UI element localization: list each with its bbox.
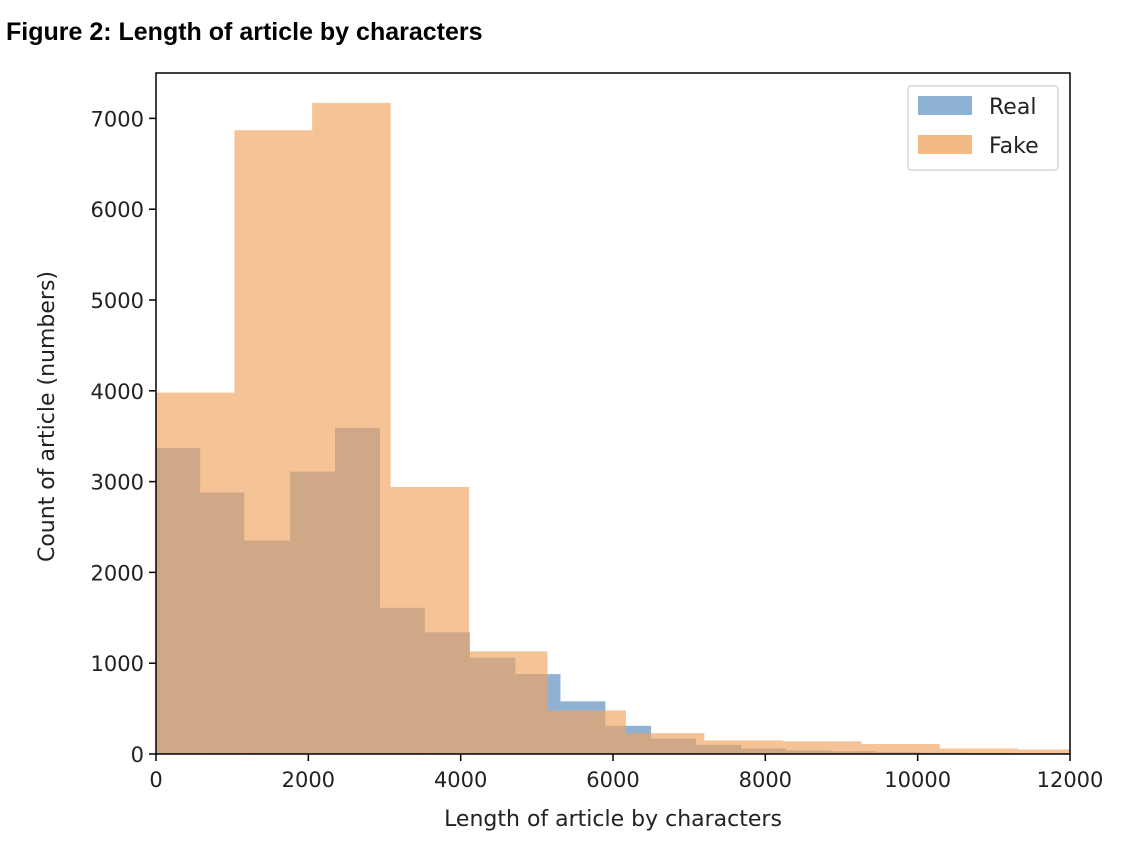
legend-swatch-fake xyxy=(918,135,972,154)
x-tick-label-4: 8000 xyxy=(739,768,792,792)
y-tick-label-7: 7000 xyxy=(91,107,144,131)
bar-fake-8 xyxy=(782,741,862,754)
y-tick-label-5: 5000 xyxy=(91,289,144,313)
x-tick-label-2: 4000 xyxy=(434,768,487,792)
y-tick-label-0: 0 xyxy=(131,743,144,767)
series-fake-bars xyxy=(156,102,1070,755)
legend: Real Fake xyxy=(907,85,1059,171)
bar-fake-4 xyxy=(469,651,548,754)
bar-fake-7 xyxy=(704,740,783,754)
x-tick-label-0: 0 xyxy=(149,768,162,792)
bar-fake-0 xyxy=(156,392,235,754)
x-tick-label-3: 6000 xyxy=(586,768,639,792)
bar-fake-3 xyxy=(390,487,470,754)
x-tick-label-6: 12000 xyxy=(1037,768,1104,792)
legend-label-real: Real xyxy=(989,95,1036,120)
bar-fake-6 xyxy=(625,733,705,754)
y-tick-label-3: 3000 xyxy=(91,471,144,495)
legend-swatch-real xyxy=(918,96,972,115)
y-axis-label: Count of article (numbers) xyxy=(35,271,60,562)
y-tick-label-1: 1000 xyxy=(91,652,144,676)
bar-fake-5 xyxy=(547,710,626,754)
legend-label-fake: Fake xyxy=(989,134,1039,159)
bar-fake-11 xyxy=(1018,749,1070,754)
x-tick-label-5: 10000 xyxy=(884,768,951,792)
y-tick-label-4: 4000 xyxy=(91,380,144,404)
x-axis-label: Length of article by characters xyxy=(444,807,782,832)
figure-title: Figure 2: Length of article by character… xyxy=(6,18,483,46)
x-axis-ticks: 0 2000 4000 6000 8000 10000 12000 xyxy=(149,754,1103,792)
y-tick-label-6: 6000 xyxy=(91,198,144,222)
bar-fake-2 xyxy=(312,102,391,755)
y-tick-label-2: 2000 xyxy=(91,561,144,585)
x-tick-label-1: 2000 xyxy=(282,768,335,792)
bar-fake-1 xyxy=(234,130,313,755)
y-axis-ticks: 0 1000 2000 3000 4000 5000 6000 7000 xyxy=(91,107,156,767)
bar-fake-9 xyxy=(861,744,940,754)
bar-fake-10 xyxy=(939,748,1019,754)
